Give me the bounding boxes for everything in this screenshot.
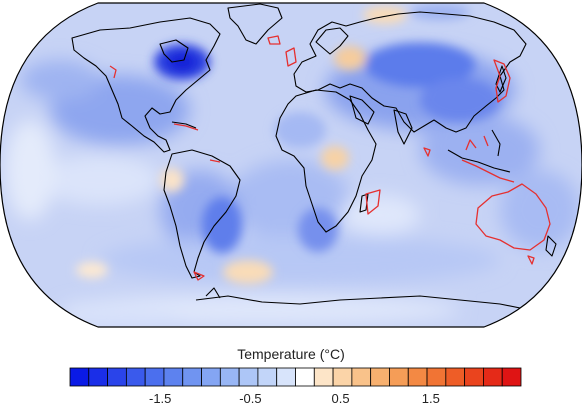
colorbar-ticks: -1.5 -0.5 0.5 1.5 xyxy=(149,391,440,406)
colorbar-cell xyxy=(125,367,146,387)
colorbar-cell xyxy=(351,367,372,387)
colorbar-cell xyxy=(201,367,221,387)
colorbar-cell xyxy=(276,367,296,387)
colorbar-cell xyxy=(445,367,466,387)
globe-outline xyxy=(0,2,582,328)
colorbar-cell xyxy=(483,367,503,387)
colorbar-cell xyxy=(313,367,334,387)
colorbar-cell xyxy=(426,367,447,387)
globe-field xyxy=(0,3,582,327)
colorbar-tick-label: 1.5 xyxy=(422,391,440,406)
colorbar-cell xyxy=(257,367,278,387)
colorbar-cell xyxy=(219,367,240,387)
colorbar-cell xyxy=(501,367,522,387)
coastlines xyxy=(71,3,561,317)
colorbar-cell xyxy=(69,367,90,387)
colorbar-cell xyxy=(464,367,484,387)
colorbar-cell xyxy=(332,367,353,387)
colorbar-tick-label: -0.5 xyxy=(239,391,261,406)
highlighted-regions xyxy=(109,35,551,281)
colorbar-cell xyxy=(107,367,127,387)
colorbar-cell xyxy=(295,367,315,387)
temperature-anomaly-map xyxy=(0,2,582,328)
colorbar-cell xyxy=(389,367,409,387)
colorbar-title: Temperature (°C) xyxy=(237,346,345,362)
colorbar-cell xyxy=(144,367,165,387)
colorbar-tick-label: 0.5 xyxy=(332,391,350,406)
colorbar-cells xyxy=(69,367,522,387)
colorbar-cell xyxy=(407,367,428,387)
colorbar-cell xyxy=(163,367,184,387)
colorbar-tick-label: -1.5 xyxy=(149,391,171,406)
colorbar-cell xyxy=(88,367,108,387)
colorbar-cell xyxy=(182,367,202,387)
colorbar-cell xyxy=(238,367,259,387)
colorbar-cell xyxy=(370,367,390,387)
